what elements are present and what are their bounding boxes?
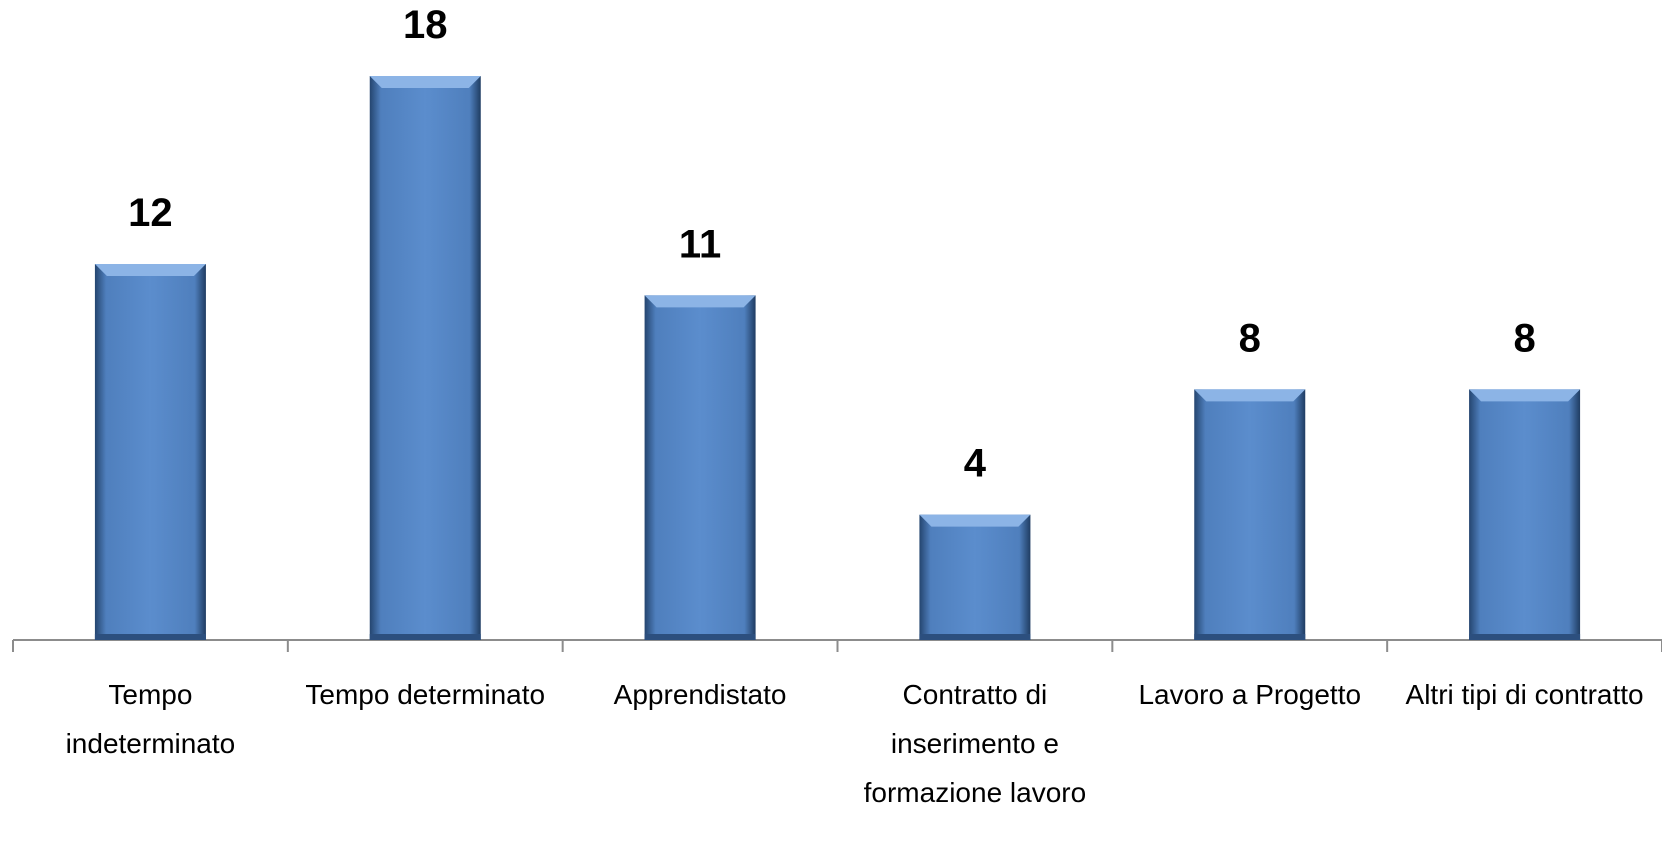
bar-base bbox=[644, 634, 756, 640]
x-tick-label: Lavoro a Progetto bbox=[1138, 679, 1362, 710]
bar-group bbox=[94, 264, 206, 640]
bar-base bbox=[1194, 634, 1306, 640]
bar-base bbox=[1469, 634, 1581, 640]
value-label: 8 bbox=[1239, 316, 1261, 360]
bar-group bbox=[1194, 389, 1306, 640]
bar bbox=[1469, 389, 1581, 640]
value-label: 12 bbox=[128, 191, 173, 235]
value-label: 18 bbox=[403, 3, 448, 47]
bar-base bbox=[94, 634, 206, 640]
bar-base bbox=[369, 634, 481, 640]
bar bbox=[94, 264, 206, 640]
bar-base bbox=[919, 634, 1031, 640]
bar-bevel bbox=[94, 264, 206, 276]
bar-bevel bbox=[1194, 389, 1306, 402]
bar-group bbox=[919, 514, 1031, 640]
x-tick-label: Tempo determinato bbox=[305, 679, 546, 710]
bar-bevel bbox=[1469, 389, 1581, 402]
bar-bevel bbox=[644, 295, 756, 308]
bar-group bbox=[644, 295, 756, 640]
x-tick-label: Tempo indeterminato bbox=[65, 679, 236, 759]
bar bbox=[1194, 389, 1306, 640]
bar bbox=[644, 295, 756, 640]
bar-group bbox=[1469, 389, 1581, 640]
bar-group bbox=[369, 76, 481, 640]
bar-bevel bbox=[919, 514, 1031, 527]
bar-bevel bbox=[369, 76, 481, 88]
value-label: 4 bbox=[964, 442, 987, 486]
bar bbox=[369, 76, 481, 640]
value-label: 11 bbox=[679, 222, 721, 266]
x-tick-label: Contratto di inserimento e formazione la… bbox=[863, 679, 1087, 808]
x-tick-label: Altri tipi di contratto bbox=[1405, 679, 1644, 710]
value-label: 8 bbox=[1513, 316, 1535, 360]
x-tick-label: Apprendistato bbox=[613, 679, 787, 710]
bar bbox=[919, 514, 1031, 640]
